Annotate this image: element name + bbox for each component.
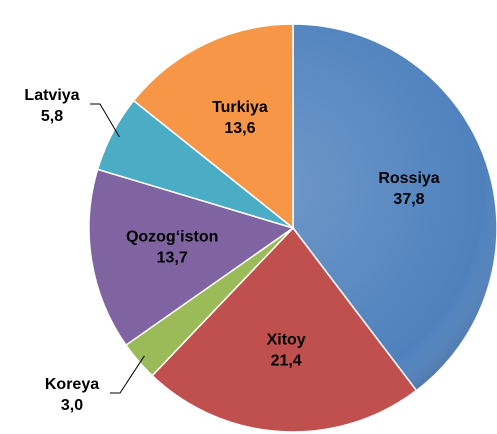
slice-value: 13,6 (224, 120, 255, 137)
slice-value: 21,4 (271, 352, 302, 369)
slice-label: Latviya (24, 87, 79, 104)
slice-label: Rossiya (378, 170, 439, 187)
slice-label: Koreya (45, 376, 99, 393)
pie-slice (151, 226, 418, 433)
slice-value: 13,7 (157, 250, 188, 267)
slice-value: 37,8 (393, 191, 424, 208)
slice-value: 3,0 (61, 397, 83, 414)
slice-label: Turkiya (212, 99, 268, 116)
slice-value: 5,8 (41, 108, 63, 125)
leader-line (110, 355, 145, 394)
pie-slice (132, 23, 294, 230)
slice-label: Qozog‘iston (126, 229, 218, 246)
slice-label: Xitoy (267, 331, 306, 348)
leader-line (90, 103, 120, 138)
